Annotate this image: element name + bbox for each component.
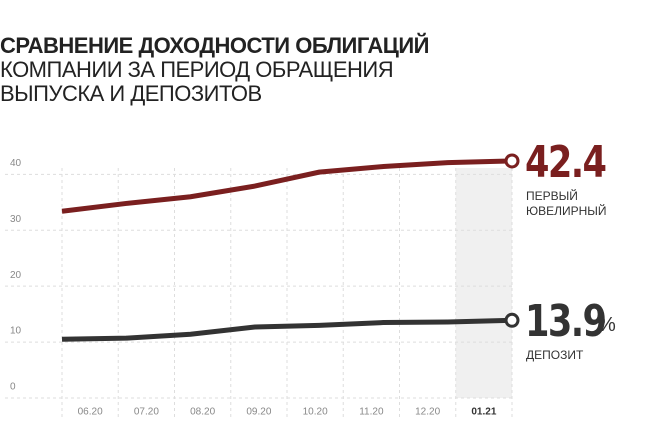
y-tick-label: 40 xyxy=(10,158,22,169)
unit-label: % xyxy=(598,314,616,337)
x-tick-label: 10.20 xyxy=(303,407,328,418)
y-tick-label: 10 xyxy=(10,326,22,337)
end-value: 42.4 xyxy=(525,136,607,188)
highlight-band xyxy=(455,168,512,398)
chart-title: СРАВНЕНИЕ ДОХОДНОСТИ ОБЛИГАЦИЙ xyxy=(0,33,430,58)
end-marker xyxy=(504,153,520,169)
x-tick-label: 12.20 xyxy=(415,407,440,418)
y-tick-label: 0 xyxy=(10,382,16,393)
end-marker xyxy=(504,312,520,328)
subtitle: КОМПАНИИ ЗА ПЕРИОД ОБРАЩЕНИЯ xyxy=(0,57,394,82)
y-tick-label: 20 xyxy=(10,270,22,281)
y-tick-label: 30 xyxy=(10,214,22,225)
series-line xyxy=(61,158,513,214)
x-tick-label: 01.21 xyxy=(471,407,496,418)
series-name: ДЕПОЗИТ xyxy=(526,348,584,363)
series-name: ПЕРВЫЙ ЮВЕЛИРНЫЙ xyxy=(526,188,607,218)
subtitle: ВЫПУСКА И ДЕПОЗИТОВ xyxy=(0,81,262,106)
end-value: 13.9 xyxy=(525,296,607,348)
x-tick-label: 06.20 xyxy=(78,407,103,418)
x-tick-label: 08.20 xyxy=(190,407,215,418)
x-tick-label: 07.20 xyxy=(134,407,159,418)
x-tick-label: 11.20 xyxy=(359,407,384,418)
series-line xyxy=(61,317,513,342)
x-tick-label: 09.20 xyxy=(246,407,271,418)
